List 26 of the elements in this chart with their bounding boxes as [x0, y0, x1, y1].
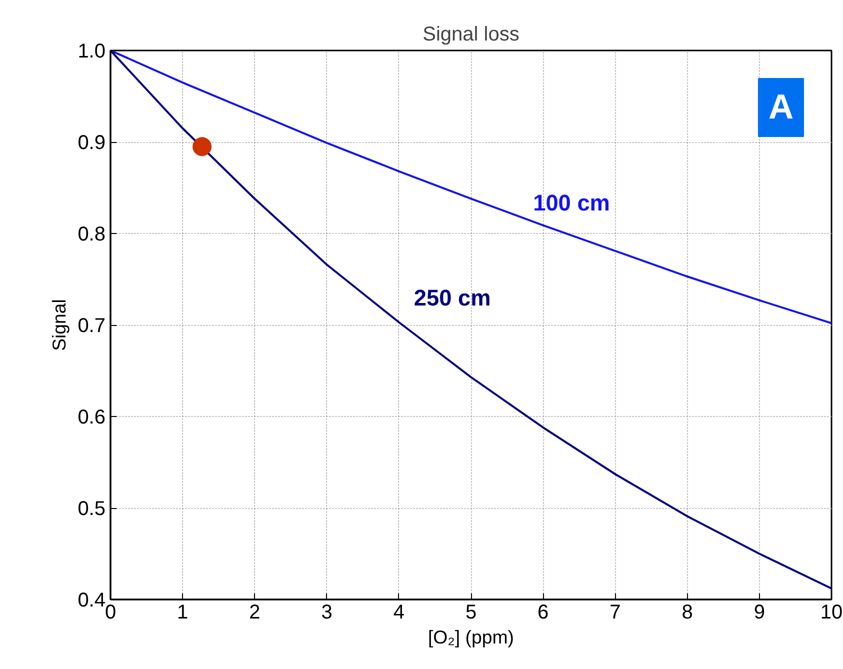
x-tick-label: 6 — [538, 602, 549, 624]
y-axis-title: Signal — [48, 299, 70, 351]
y-tick-label: 0.4 — [78, 590, 106, 612]
y-tick-label: 0.7 — [78, 315, 106, 337]
x-tick-label: 3 — [321, 602, 332, 624]
x-axis-title: [O₂] (ppm) — [428, 626, 514, 648]
y-tick-label: 1.0 — [78, 40, 106, 62]
y-tick-label: 0.6 — [78, 406, 106, 428]
x-tick-label: 4 — [393, 602, 404, 624]
chart-title: Signal loss — [422, 24, 520, 46]
x-tick-label: 2 — [249, 602, 260, 624]
line-series — [110, 50, 832, 590]
x-tick-label: 9 — [754, 602, 765, 624]
x-tick-label: 7 — [610, 602, 621, 624]
y-tick-label: 0.8 — [78, 224, 106, 246]
x-tick-label: 10 — [820, 602, 843, 624]
x-tick-label: 0 — [104, 602, 116, 624]
x-tick-label: 1 — [177, 602, 188, 624]
y-tick-label: 0.9 — [78, 132, 106, 154]
series-label: 100 cm — [533, 189, 610, 216]
x-tick-label: 8 — [682, 602, 693, 624]
x-tick-label: 5 — [465, 602, 477, 624]
series-label: 250 cm — [414, 284, 491, 310]
line-series — [110, 50, 832, 324]
y-tick-label: 0.5 — [78, 498, 106, 520]
annotation: A — [768, 88, 794, 126]
